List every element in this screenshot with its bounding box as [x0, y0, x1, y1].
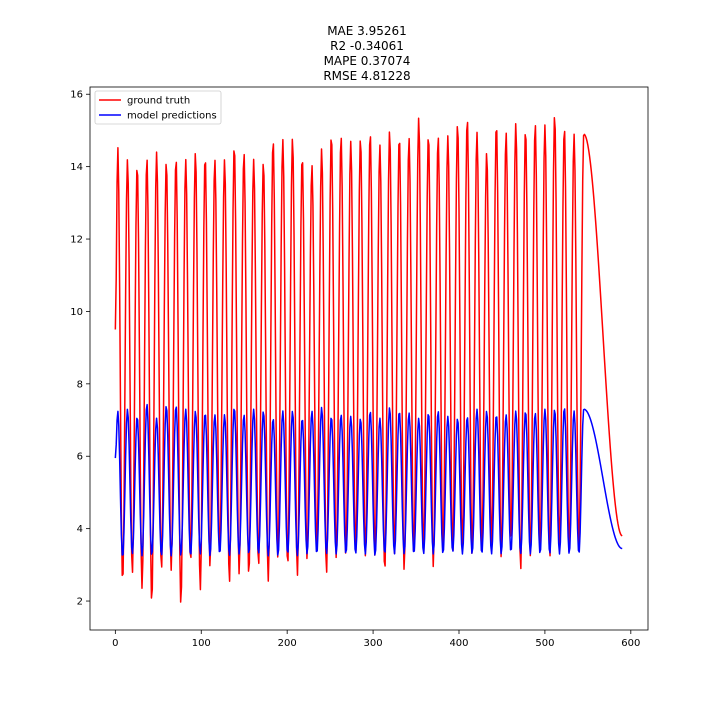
legend-label-model-predictions: model predictions — [127, 111, 217, 122]
y-tick-label: 10 — [70, 307, 83, 318]
title-line-r2: R2 -0.34061 — [330, 39, 404, 53]
series-layer — [114, 117, 623, 603]
x-tick-label: 600 — [621, 638, 640, 649]
y-tick-label: 2 — [77, 597, 83, 608]
x-tick-label: 200 — [278, 638, 297, 649]
y-axis: 2 4 6 8 10 12 14 16 — [70, 90, 90, 608]
x-tick-label: 100 — [192, 638, 211, 649]
plot-frame — [89, 86, 649, 631]
legend-box — [94, 90, 222, 125]
y-tick-label: 16 — [70, 90, 83, 101]
y-tick-label: 12 — [70, 235, 83, 246]
legend-label-ground-truth: ground truth — [127, 96, 190, 107]
x-tick-label: 0 — [112, 638, 118, 649]
title-line-mae: MAE 3.95261 — [327, 24, 407, 38]
legend: ground truth model predictions — [94, 90, 222, 125]
series-line-model-predictions — [114, 403, 623, 557]
x-tick-label: 400 — [449, 638, 468, 649]
y-tick-label: 4 — [77, 524, 83, 535]
chart-title: MAE 3.95261 R2 -0.34061 MAPE 0.37074 RMS… — [323, 24, 410, 83]
x-tick-label: 500 — [535, 638, 554, 649]
y-tick-label: 8 — [77, 379, 83, 390]
x-axis: 0 100 200 300 400 500 600 — [112, 630, 640, 649]
title-line-mape: MAPE 0.37074 — [324, 54, 411, 68]
series-line-ground-truth — [114, 117, 623, 603]
y-tick-label: 14 — [70, 162, 83, 173]
x-tick-label: 300 — [364, 638, 383, 649]
title-line-rmse: RMSE 4.81228 — [323, 69, 410, 83]
y-tick-label: 6 — [77, 452, 83, 463]
